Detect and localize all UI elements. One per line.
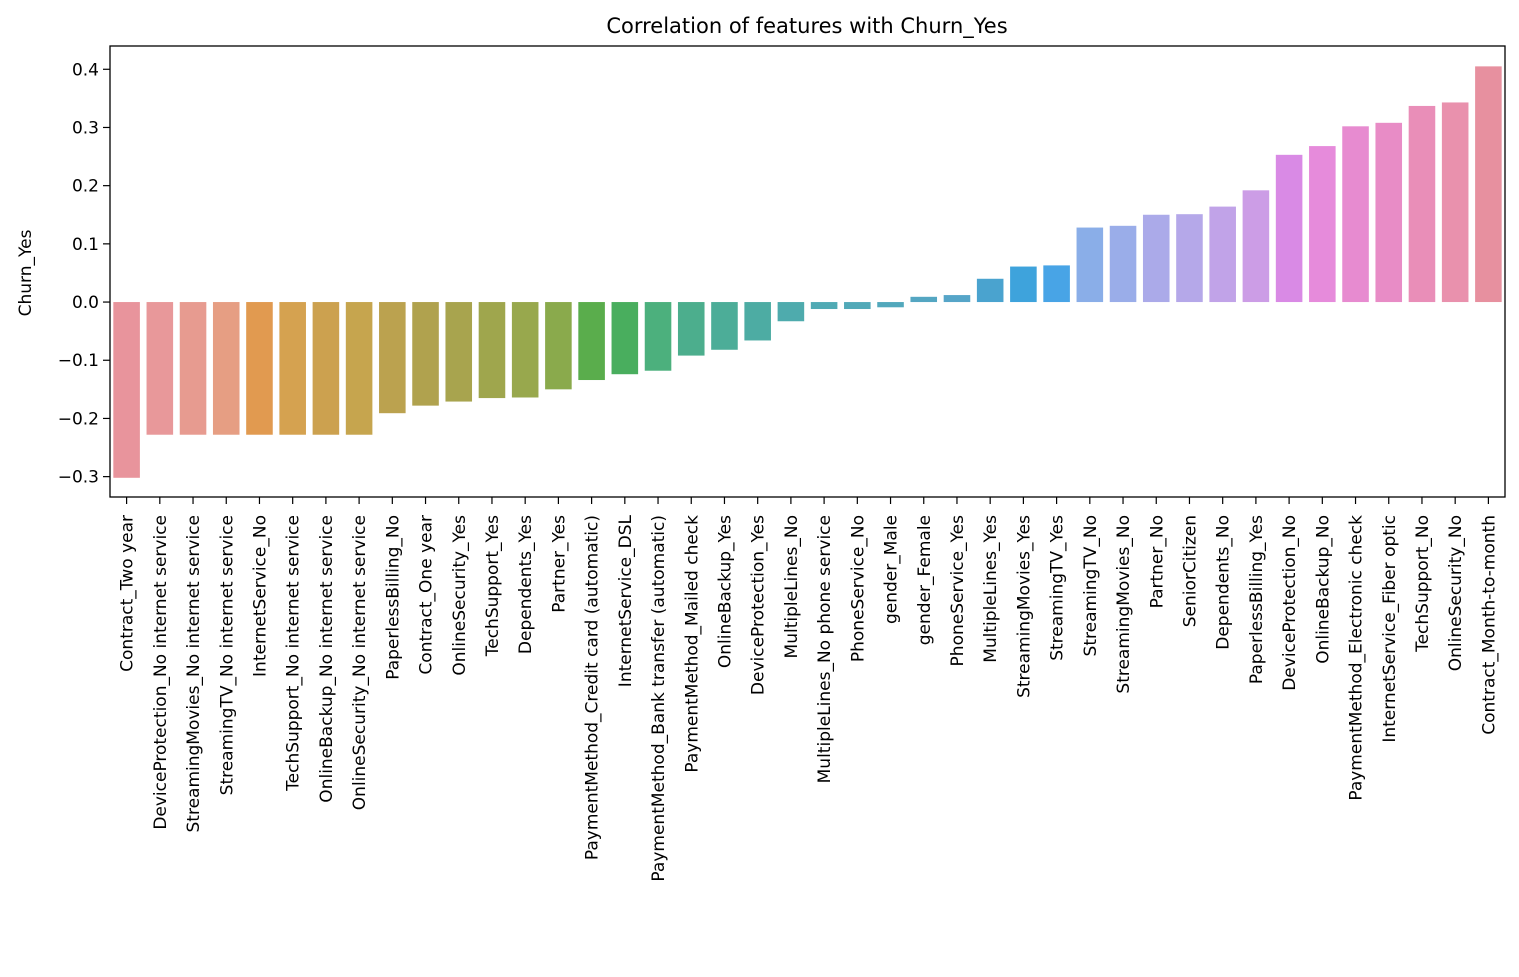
- bar: [312, 302, 340, 435]
- x-tick-label: StreamingTV_No: [1081, 515, 1101, 656]
- bar: [1342, 126, 1369, 303]
- x-tick-label: gender_Female: [915, 515, 935, 645]
- x-tick-label: MultipleLines_No phone service: [815, 515, 835, 783]
- bar: [113, 302, 140, 478]
- y-tick-label: 0.0: [72, 293, 99, 313]
- x-tick-label: Dependents_No: [1214, 515, 1234, 650]
- bar: [777, 302, 805, 322]
- bar: [212, 302, 240, 435]
- bar: [379, 302, 406, 414]
- x-tick-label: OnlineSecurity_No internet service: [350, 515, 370, 810]
- bar: [943, 295, 971, 303]
- x-tick-label: OnlineBackup_No: [1313, 515, 1333, 664]
- bar: [246, 302, 273, 435]
- bar: [578, 302, 605, 381]
- x-tick-label: StreamingTV_No internet service: [217, 515, 237, 795]
- bar: [1242, 190, 1270, 303]
- bar: [1109, 225, 1137, 303]
- bar: [445, 302, 473, 402]
- plot-frame: [109, 45, 1506, 498]
- bar: [279, 302, 306, 435]
- bar: [1375, 122, 1403, 303]
- y-tick-label: 0.1: [72, 235, 99, 255]
- bar: [1475, 66, 1502, 303]
- x-tick-label: OnlineBackup_Yes: [715, 515, 735, 668]
- y-tick-label: −0.1: [58, 351, 99, 371]
- bar: [545, 302, 572, 390]
- y-tick-label: −0.2: [58, 409, 99, 429]
- x-tick-label: gender_Male: [882, 515, 902, 624]
- x-tick-label: PaymentMethod_Credit card (automatic): [583, 515, 603, 860]
- y-axis-ticks: −0.3 −0.2 −0.1 0.0 0.1 0.2 0.3 0.4: [58, 60, 110, 488]
- bar: [1010, 266, 1037, 303]
- bar: [146, 302, 174, 435]
- chart-title: Correlation of features with Churn_Yes: [606, 14, 1007, 39]
- x-tick-label: Contract_One year: [417, 515, 437, 675]
- x-tick-label: MultipleLines_Yes: [981, 515, 1001, 663]
- x-tick-label: OnlineBackup_No internet service: [317, 515, 337, 803]
- x-tick-label: InternetService_DSL: [616, 514, 636, 687]
- x-tick-label: InternetService_No: [250, 515, 270, 677]
- bar: [644, 302, 672, 371]
- x-axis-ticks: Contract_Two year DeviceProtection_No int…: [118, 497, 1499, 882]
- x-tick-label: TechSupport_No internet service: [284, 515, 304, 792]
- bar: [179, 302, 207, 435]
- bar: [976, 278, 1004, 303]
- y-tick-label: 0.3: [72, 118, 99, 138]
- x-tick-label: PaymentMethod_Mailed check: [682, 515, 702, 773]
- bar: [910, 296, 938, 303]
- x-tick-label: TechSupport_Yes: [483, 515, 503, 657]
- bar: [1441, 102, 1469, 303]
- bar: [711, 302, 738, 350]
- bar: [1043, 265, 1070, 303]
- x-tick-label: PaperlessBilling_No: [383, 515, 403, 680]
- x-tick-label: StreamingMovies_No: [1114, 515, 1134, 694]
- x-tick-label: PhoneService_No: [848, 515, 868, 662]
- x-tick-label: PaymentMethod_Bank transfer (automatic): [649, 515, 669, 882]
- bar: [844, 302, 871, 310]
- y-tick-label: −0.3: [58, 468, 99, 488]
- x-tick-label: PaperlessBilling_Yes: [1247, 515, 1267, 684]
- x-tick-label: MultipleLines_No: [782, 515, 802, 658]
- bar: [677, 302, 705, 356]
- x-tick-label: StreamingMovies_No internet service: [184, 515, 204, 833]
- x-tick-label: PhoneService_Yes: [948, 515, 968, 667]
- x-tick-label: SeniorCitizen: [1180, 515, 1200, 627]
- y-tick-label: 0.2: [72, 177, 99, 197]
- bar: [1076, 227, 1104, 303]
- x-tick-label: PaymentMethod_Electronic check: [1347, 515, 1367, 801]
- x-tick-label: Dependents_Yes: [516, 515, 536, 654]
- bar: [1142, 214, 1170, 303]
- bars-group: [113, 66, 1502, 478]
- x-tick-label: DeviceProtection_No: [1280, 515, 1300, 691]
- bar: [1176, 214, 1203, 303]
- bar: [810, 302, 838, 310]
- bar: [1275, 154, 1303, 303]
- bar: [1408, 105, 1436, 303]
- x-tick-label: Contract_Two year: [118, 515, 138, 672]
- x-tick-label: OnlineSecurity_Yes: [450, 515, 470, 676]
- bar: [1309, 146, 1336, 303]
- y-tick-label: 0.4: [72, 60, 99, 80]
- bar: [345, 302, 373, 435]
- x-tick-label: Partner_Yes: [549, 515, 569, 613]
- bar: [1209, 206, 1236, 303]
- x-tick-label: DeviceProtection_No internet service: [151, 515, 171, 830]
- x-tick-label: DeviceProtection_Yes: [749, 515, 769, 695]
- x-tick-label: Partner_No: [1147, 515, 1167, 608]
- bar: [478, 302, 506, 399]
- x-tick-label: TechSupport_No: [1413, 515, 1433, 653]
- x-tick-label: StreamingTV_Yes: [1048, 515, 1068, 661]
- bar: [877, 302, 904, 308]
- x-tick-label: Contract_Month-to-month: [1479, 515, 1499, 735]
- y-axis-label: Churn_Yes: [16, 229, 36, 316]
- bar: [611, 302, 639, 375]
- x-tick-label: OnlineSecurity_No: [1446, 515, 1466, 671]
- bar: [744, 302, 771, 341]
- bar: [412, 302, 439, 406]
- x-tick-label: StreamingMovies_Yes: [1014, 515, 1034, 698]
- bar: [511, 302, 539, 398]
- x-tick-label: InternetService_Fiber optic: [1380, 515, 1400, 743]
